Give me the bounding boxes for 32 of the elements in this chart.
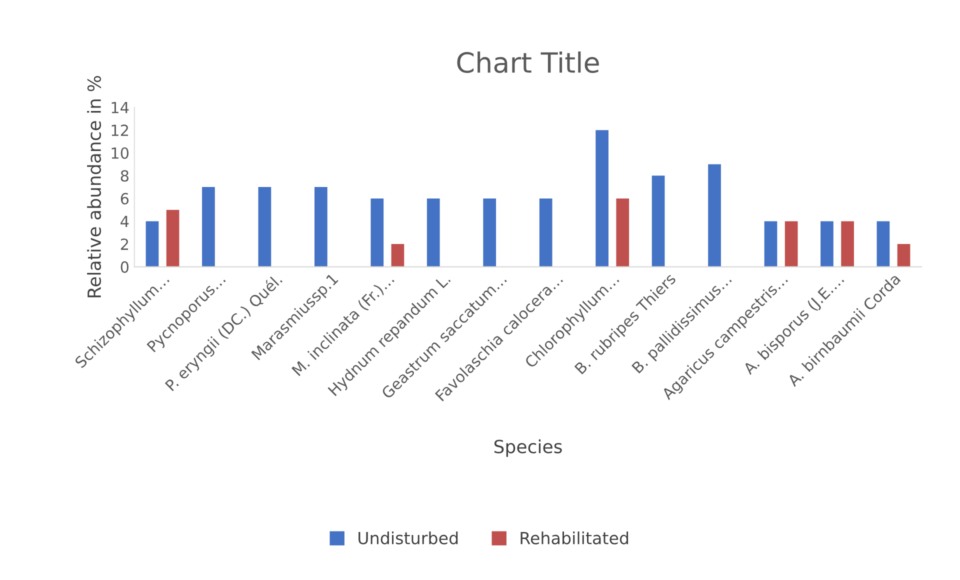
bar [616,198,630,267]
bar [314,187,328,267]
chart-title: Chart Title [457,51,599,73]
legend-label: Undisturbed [358,531,458,544]
bar [764,221,778,267]
y-tick-label: 12 [112,124,128,136]
bar [426,198,440,267]
bar [370,198,384,267]
bar [708,164,721,267]
bar [258,187,272,267]
bar [652,176,665,267]
bar [539,198,552,267]
bar [841,221,854,267]
bar [391,244,404,267]
x-axis-title: Species [494,439,562,457]
bar [166,210,180,267]
legend-label: Rehabilitated [520,531,628,544]
bar [784,221,798,267]
bar [596,130,608,267]
y-tick-label: 14 [112,102,129,114]
y-tick-label: 6 [120,192,129,204]
bar [202,187,215,267]
bar [897,244,910,267]
bar [820,221,834,267]
bar [146,221,159,267]
y-tick-label: 0 [120,261,129,273]
y-tick-label: 4 [120,216,129,228]
y-tick-label: 10 [112,147,129,159]
bar [876,221,890,267]
bar [483,198,496,267]
y-tick-label: 2 [120,238,128,250]
y-tick-label: 8 [120,170,128,182]
